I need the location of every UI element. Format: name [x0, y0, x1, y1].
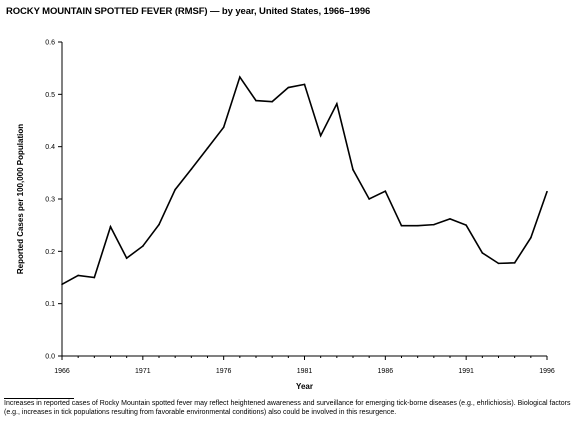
series-line-0	[61, 75, 548, 286]
y-tick-label: 0.0	[45, 354, 55, 361]
data-point	[222, 126, 225, 129]
chart-title: ROCKY MOUNTAIN SPOTTED FEVER (RMSF) — by…	[6, 6, 371, 17]
data-point	[109, 225, 112, 228]
y-tick-label: 0.4	[45, 144, 55, 151]
data-point	[239, 76, 241, 78]
rmsf-line-chart: 0.00.10.20.30.40.50.6 1966 1971 1976 1981 19…	[16, 40, 555, 392]
data-point	[352, 168, 354, 171]
y-tick-label: 0.6	[45, 40, 55, 47]
data-point	[481, 252, 484, 254]
x-tick-label: 1986	[378, 368, 394, 375]
x-axis-ticks: 1966 1971 1976 1981 1986 1991 1996	[54, 356, 555, 375]
data-point	[125, 257, 128, 259]
data-point	[433, 223, 435, 226]
footnote-rule	[4, 398, 74, 399]
data-point	[336, 102, 338, 105]
data-point	[287, 86, 290, 89]
data-point	[319, 134, 322, 137]
data-point	[271, 100, 273, 103]
y-tick-label: 0.5	[45, 92, 55, 99]
data-point	[255, 99, 257, 102]
data-point	[190, 168, 193, 170]
data-point	[206, 147, 209, 150]
y-tick-label: 0.2	[45, 249, 55, 256]
data-point	[142, 245, 144, 247]
x-tick-label: 1996	[539, 368, 555, 375]
data-point	[416, 224, 419, 227]
data-point	[465, 224, 467, 226]
y-tick-label: 0.3	[45, 197, 55, 204]
data-point	[546, 190, 548, 193]
data-point	[368, 198, 370, 200]
x-tick-label: 1966	[54, 368, 70, 375]
series-group	[61, 75, 548, 286]
data-point	[61, 283, 63, 286]
data-point	[158, 223, 160, 226]
x-tick-label: 1991	[458, 368, 474, 375]
data-point	[530, 236, 532, 239]
data-point	[400, 224, 403, 227]
data-point	[449, 218, 451, 220]
data-point	[303, 83, 306, 86]
data-point	[384, 190, 387, 192]
data-point	[497, 262, 500, 265]
x-tick-label: 1976	[216, 368, 232, 375]
y-axis-title: Reported Cases per 100,000 Population	[16, 124, 25, 274]
data-point	[77, 274, 79, 277]
x-axis-title: Year	[296, 382, 313, 391]
data-point	[513, 262, 516, 264]
x-tick-label: 1971	[135, 368, 151, 375]
y-tick-label: 0.1	[45, 301, 55, 308]
footnote: Increases in reported cases of Rocky Mou…	[4, 400, 571, 416]
data-point	[93, 276, 96, 279]
data-point	[174, 188, 176, 191]
y-axis-ticks: 0.0 0.1 0.2 0.3 0.4 0.5 0.6	[45, 40, 62, 361]
x-tick-label: 1981	[297, 368, 313, 375]
